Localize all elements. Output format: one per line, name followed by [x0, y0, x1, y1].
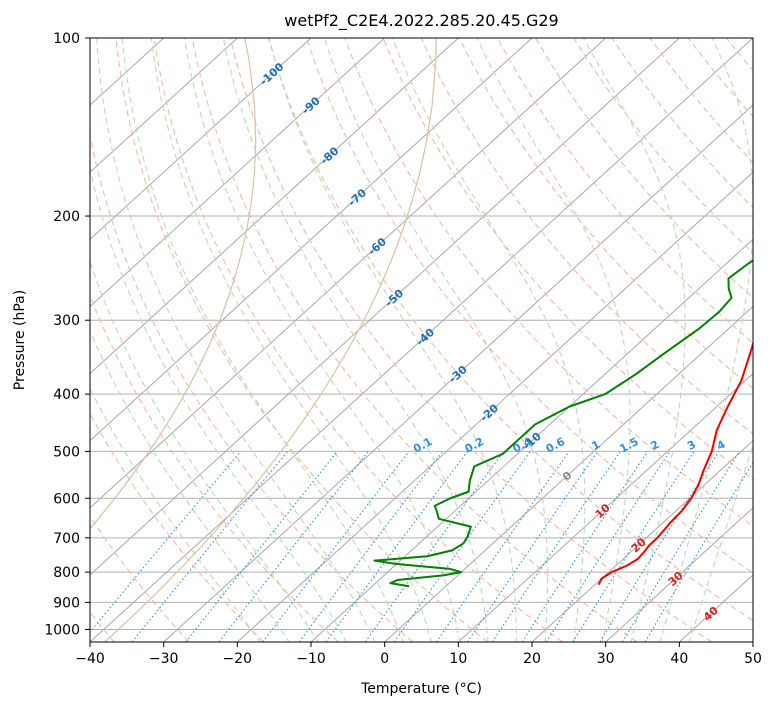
- mixing-ratio-line: [325, 451, 468, 642]
- dry-adiabat-line: [306, 38, 753, 574]
- y-tick-label: 300: [53, 313, 80, 329]
- moist-adiabat-line: [150, 38, 432, 642]
- mixing-ratio-line: [364, 451, 505, 642]
- y-tick-label: 400: [53, 387, 80, 403]
- x-tick-label: 20: [523, 651, 541, 667]
- x-axis-label: Temperature (°C): [360, 681, 482, 697]
- moist-adiabat-line: [90, 260, 319, 642]
- isotherm-line: [90, 38, 533, 442]
- y-tick-label: 1000: [44, 622, 80, 638]
- mixing-ratio-line: [599, 451, 720, 642]
- isotherm-line: [531, 439, 753, 642]
- isotherm-line: [90, 38, 459, 375]
- moist-adiabat-line: [659, 38, 753, 642]
- dry-adiabat-line: [153, 38, 563, 642]
- x-axis: −40 −30 −20 −10 0 10 20 30 40 50: [75, 642, 762, 667]
- x-tick-label: 30: [597, 651, 615, 667]
- x-tick-label: −30: [149, 651, 179, 667]
- dry-adiabat-line: [535, 38, 753, 299]
- dewpoint-profile-line: [373, 259, 753, 588]
- x-tick-label: 40: [670, 651, 688, 667]
- mixing-ratio-line: [491, 451, 621, 642]
- isotherm-line: [90, 38, 238, 173]
- dry-adiabat-line: [229, 38, 713, 642]
- mixing-ratio-line: [393, 451, 531, 642]
- moist-adiabat-line: [222, 38, 489, 642]
- isotherm-line: [384, 305, 753, 642]
- moist-adiabat-line: [391, 38, 586, 642]
- moist-adiabat-line: [688, 443, 753, 642]
- isotherm-line: [605, 507, 753, 642]
- dry-adiabat-line: [115, 38, 488, 642]
- isotherm-line: [236, 171, 753, 642]
- reference-curve: [104, 38, 437, 642]
- mixing-ratio-line: [185, 451, 338, 642]
- mixing-ratio-line: [521, 451, 649, 642]
- y-axis-label: Pressure (hPa): [12, 290, 28, 390]
- dry-adiabat-line: [267, 38, 753, 622]
- isotherm-line: [90, 38, 680, 576]
- y-tick-label: 900: [53, 595, 80, 611]
- chart-title: wetPf2_C2E4.2022.285.20.45.G29: [284, 11, 558, 31]
- mixing-ratio-line: [131, 451, 289, 642]
- dry-adiabat-line: [90, 131, 414, 642]
- isotherm-line: [90, 38, 312, 241]
- moist-adiabat-line: [476, 38, 631, 642]
- mixing-ratio-line: [90, 451, 242, 633]
- isotherm-line: [310, 238, 753, 642]
- x-tick-label: 10: [449, 651, 467, 667]
- moist-adiabat-line: [90, 329, 290, 642]
- dry-adiabat-line: [90, 412, 264, 642]
- moist-adiabat-line: [96, 38, 376, 642]
- reference-curve: [90, 38, 257, 530]
- moist-adiabat-line: [121, 38, 404, 642]
- moist-adiabat-line: [90, 387, 261, 642]
- x-tick-label: −20: [223, 651, 253, 667]
- mixing-ratio-line: [467, 451, 599, 642]
- isotherm-line: [90, 38, 607, 509]
- moist-adiabat-line: [324, 38, 549, 642]
- isotherm-line: [90, 38, 753, 642]
- y-tick-label: 500: [53, 444, 80, 460]
- y-tick-label: 600: [53, 491, 80, 507]
- isotherm-line: [457, 372, 753, 642]
- x-tick-label: 50: [744, 651, 762, 667]
- mixing-ratio-line: [621, 451, 740, 642]
- mixing-ratio-line: [545, 451, 671, 642]
- y-tick-label: 100: [53, 31, 80, 47]
- mixing-ratio-line: [298, 451, 444, 642]
- moist-adiabat-line: [183, 38, 461, 642]
- x-tick-label: 0: [380, 651, 389, 667]
- x-tick-label: −10: [296, 651, 326, 667]
- dry-adiabat-line: [344, 38, 753, 527]
- mixing-ratio-line: [435, 451, 570, 642]
- isotherm-line: [90, 38, 386, 308]
- temperature-profile-line: [597, 340, 753, 586]
- moist-adiabat-line: [90, 166, 347, 642]
- plot-frame: [89, 37, 754, 643]
- moist-adiabat-line: [582, 38, 686, 642]
- mixing-ratio-line: [262, 451, 410, 642]
- x-tick-label: −40: [75, 651, 105, 667]
- y-tick-label: 800: [53, 565, 80, 581]
- isotherm-line: [163, 104, 753, 642]
- moist-adiabat-line: [268, 38, 518, 642]
- dry-adiabat-line: [90, 515, 190, 642]
- y-tick-label: 700: [53, 531, 80, 547]
- y-axis: 100 200 300 400 500 600 700 800 900 1000: [44, 31, 90, 638]
- y-tick-label: 200: [53, 209, 80, 225]
